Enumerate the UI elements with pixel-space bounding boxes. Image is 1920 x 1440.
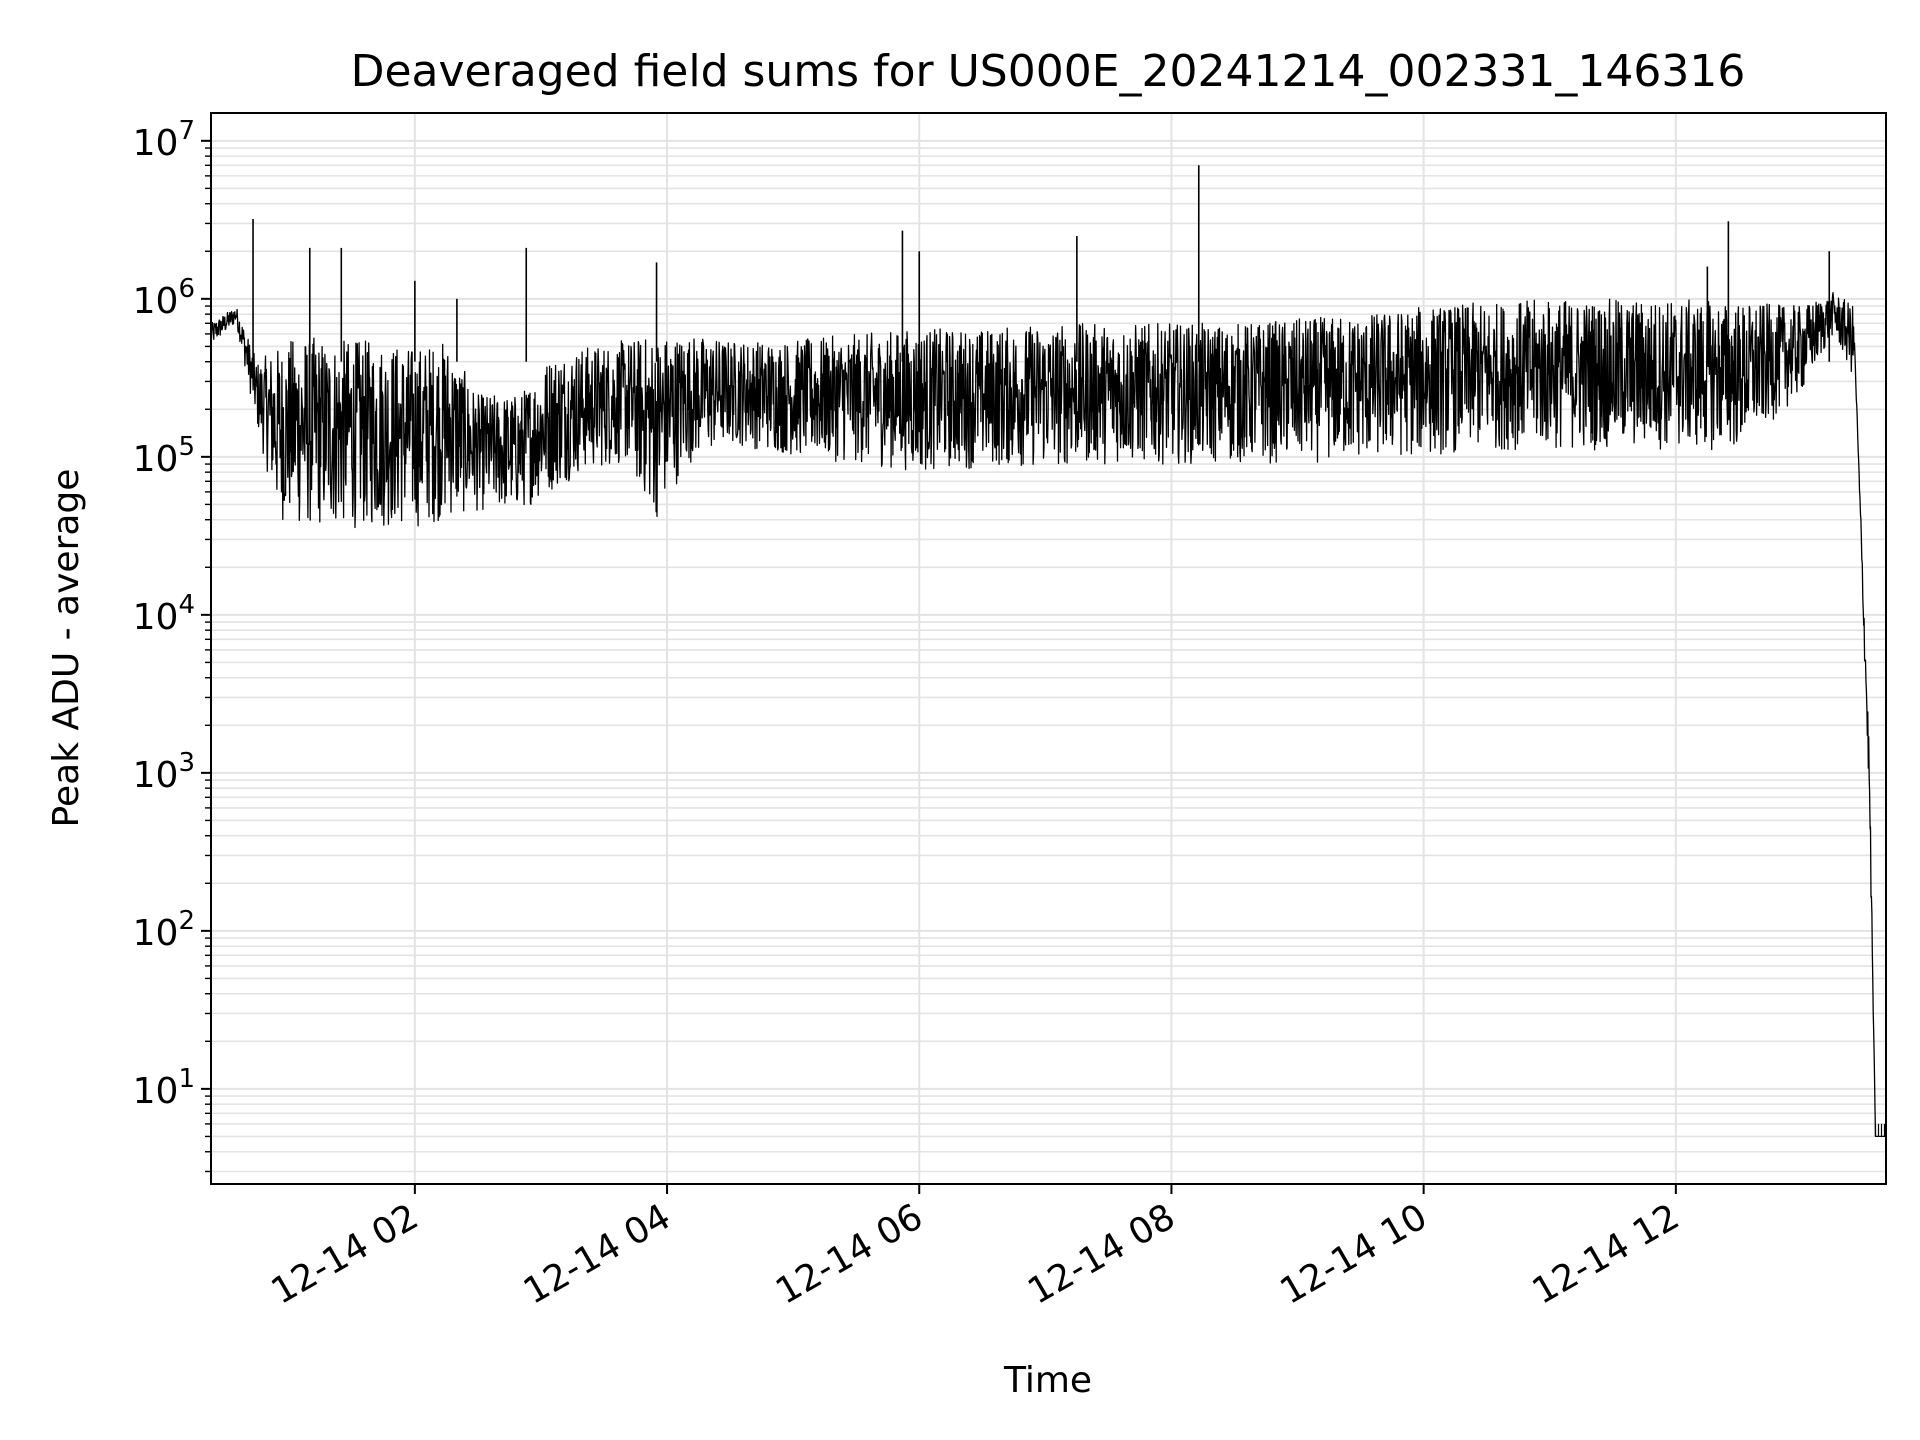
y-tick-exponent: 2 [178,906,195,936]
y-tick-exponent: 4 [178,590,195,620]
x-axis-label: Time [1003,1360,1092,1401]
y-tick-base: 10 [133,913,179,954]
y-tick-label: 104 [133,590,195,638]
y-tick-label: 107 [133,116,195,164]
y-axis-label: Peak ADU - average [46,469,87,828]
y-tick-exponent: 5 [178,432,195,462]
grid-lines [211,113,1886,1184]
plot-frame [210,112,1887,1185]
y-tick-label: 106 [133,274,195,322]
y-tick-base: 10 [133,281,179,322]
y-tick-base: 10 [133,439,179,480]
y-tick-exponent: 3 [178,748,195,778]
y-tick-label: 103 [133,748,195,796]
y-tick-base: 10 [133,123,179,164]
series-area [210,165,1887,1138]
chart-title: Deaveraged field sums for US000E_2024121… [351,46,1746,97]
y-tick-base: 10 [133,1071,179,1112]
y-tick-label: 102 [133,906,195,954]
series-line [210,292,1887,1138]
y-tick-base: 10 [133,597,179,638]
y-tick-label: 105 [133,432,195,480]
y-tick-exponent: 6 [178,274,195,304]
y-tick-exponent: 7 [178,116,195,146]
series-tail [1874,1123,1886,1137]
y-tick-label: 101 [133,1064,195,1112]
y-tick-exponent: 1 [178,1064,195,1094]
y-tick-base: 10 [133,755,179,796]
